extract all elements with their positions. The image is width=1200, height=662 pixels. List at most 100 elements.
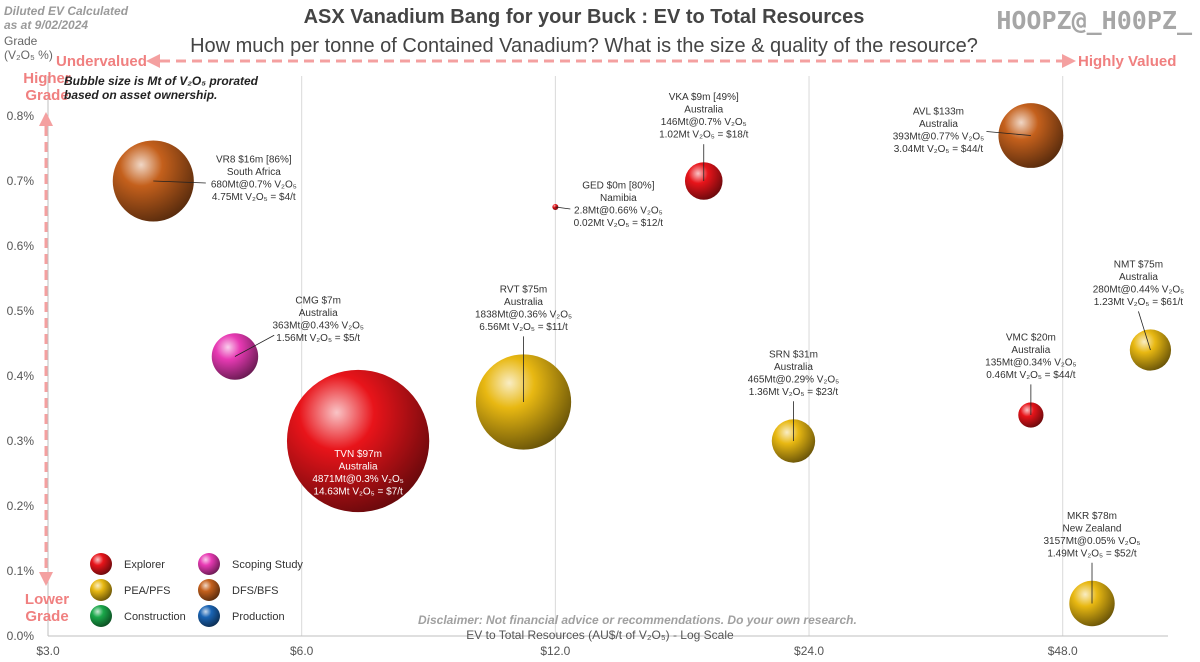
label-cmg-line-1: CMG $7m — [295, 295, 341, 306]
label-mkr-line-1: MKR $78m — [1067, 511, 1117, 522]
label-ged-line-3: 2.8Mt@0.66% V₂O₅ — [574, 205, 663, 216]
legend-marker-explorer — [90, 553, 112, 575]
label-cmg-line-2: Australia — [299, 308, 338, 319]
label-vka: VKA $9m [49%] Australia 146Mt@0.7% V₂O₅ 1.0… — [659, 92, 749, 141]
legend-marker-dfs — [198, 579, 220, 601]
label-tvn: TVN $97m Australia 4871Mt@0.3% V₂O₅ 14.63Mt… — [312, 449, 403, 498]
label-srn-line-4: 1.36Mt V₂O₅ = $23/t — [749, 387, 839, 398]
legend-label-dfs: DFS/BFS — [232, 585, 278, 597]
chart-title: ASX Vanadium Bang for your Buck : EV to … — [303, 6, 865, 28]
label-avl-line-3: 393Mt@0.77% V₂O₅ — [893, 131, 984, 142]
label-nmt: NMT $75m Australia 280Mt@0.44% V₂O₅ 1.23Mt … — [1093, 259, 1184, 308]
label-nmt-line-1: NMT $75m — [1114, 259, 1163, 270]
label-rvt-line-4: 6.56Mt V₂O₅ = $11/t — [479, 322, 568, 333]
legend-marker-construction — [90, 605, 112, 627]
label-srn-line-1: SRN $31m — [769, 349, 818, 360]
chart-subtitle: How much per tonne of Contained Vanadium… — [190, 35, 978, 57]
leader-line-vr8 — [153, 180, 206, 184]
label-tvn-line-2: Australia — [339, 462, 378, 473]
label-rvt: RVT $75m Australia 1838Mt@0.36% V₂O₅ 6.56Mt… — [475, 284, 572, 333]
highly-valued-label: Highly Valued — [1078, 53, 1177, 70]
bubble-note-line1: Bubble size is Mt of V₂O₅ prorated — [64, 74, 259, 88]
legend-label-production: Production — [232, 611, 285, 623]
y-tick-label-5: 0.5% — [7, 304, 35, 318]
ev-note-line1: Diluted EV Calculated — [4, 4, 129, 18]
y-tick-label-2: 0.2% — [7, 499, 35, 513]
legend: Explorer Scoping Study PEA/PFS DFS/BFS Const… — [90, 553, 303, 627]
y-axis-label: Grade (V₂O₅ %) — [4, 34, 53, 62]
label-vr8: VR8 $16m [86%] South Africa 680Mt@0.7% V₂O… — [211, 154, 297, 203]
y-tick-label-3: 0.3% — [7, 434, 35, 448]
label-vmc-line-4: 0.46Mt V₂O₅ = $44/t — [986, 370, 1076, 381]
undervalued-label: Undervalued — [56, 53, 147, 70]
higher-grade-word: Grade — [25, 87, 69, 104]
label-vr8-line-1: VR8 $16m [86%] — [216, 154, 292, 165]
disclaimer: Disclaimer: Not financial advice or reco… — [418, 613, 857, 627]
label-vmc-line-2: Australia — [1011, 345, 1050, 356]
arrow-head-left — [146, 54, 160, 68]
bubble-size-note: Bubble size is Mt of V₂O₅ prorated based… — [64, 74, 284, 102]
bubble-labels: VR8 $16m [86%] South Africa 680Mt@0.7% V₂O… — [153, 92, 1184, 604]
y-tick-label-4: 0.4% — [7, 369, 35, 383]
higher-grade-label: Higher Grade — [20, 70, 74, 104]
label-vr8-line-3: 680Mt@0.7% V₂O₅ — [211, 179, 297, 190]
label-srn: SRN $31m Australia 465Mt@0.29% V₂O₅ 1.36Mt … — [748, 349, 839, 398]
legend-label-scoping: Scoping Study — [232, 559, 303, 571]
label-nmt-line-2: Australia — [1119, 272, 1158, 283]
label-mkr-line-2: New Zealand — [1063, 523, 1122, 534]
label-ged: GED $0m [80%] Namibia 2.8Mt@0.66% V₂O₅ 0.02… — [574, 180, 664, 229]
label-vmc: VMC $20m Australia 135Mt@0.34% V₂O₅ 0.46Mt … — [985, 332, 1076, 381]
lower-label: Lower — [24, 591, 70, 608]
value-arrows — [39, 54, 1076, 586]
label-srn-line-3: 465Mt@0.29% V₂O₅ — [748, 374, 839, 385]
leader-line-avl — [986, 131, 1031, 136]
y-axis-label-line1: Grade — [4, 34, 38, 48]
lower-grade-label: Lower Grade — [20, 591, 74, 625]
axes: $3.0 $6.0 $12.0 $24.0 $48.0 0.0% 0.1% 0.2% 0.3% 0… — [7, 76, 1168, 658]
y-tick-label-7: 0.7% — [7, 174, 35, 188]
label-mkr-line-4: 1.49Mt V₂O₅ = $52/t — [1047, 548, 1137, 559]
y-tick-label-8: 0.8% — [7, 109, 35, 123]
label-cmg-line-3: 363Mt@0.43% V₂O₅ — [272, 320, 363, 331]
label-vmc-line-3: 135Mt@0.34% V₂O₅ — [985, 357, 1076, 368]
label-vka-line-1: VKA $9m [49%] — [669, 92, 739, 103]
label-mkr-line-3: 3157Mt@0.05% V₂O₅ — [1044, 536, 1141, 547]
label-rvt-line-3: 1838Mt@0.36% V₂O₅ — [475, 309, 572, 320]
arrow-head-up — [39, 112, 53, 126]
leader-line-ged — [555, 206, 571, 210]
label-tvn-line-1: TVN $97m — [334, 449, 382, 460]
label-tvn-line-3: 4871Mt@0.3% V₂O₅ — [312, 474, 403, 485]
label-avl-line-1: AVL $133m — [913, 106, 964, 117]
legend-label-explorer: Explorer — [124, 559, 165, 571]
y-tick-label-0: 0.0% — [7, 629, 35, 643]
leader-line-cmg — [234, 334, 275, 357]
legend-label-pea: PEA/PFS — [124, 585, 170, 597]
x-axis-label: EV to Total Resources (AU$/t of V₂O₅) - … — [466, 628, 734, 642]
label-rvt-line-2: Australia — [504, 297, 543, 308]
x-tick-label-1: $6.0 — [290, 644, 314, 658]
label-vmc-line-1: VMC $20m — [1006, 332, 1056, 343]
higher-label: Higher — [23, 70, 71, 87]
label-mkr: MKR $78m New Zealand 3157Mt@0.05% V₂O₅ 1.49… — [1044, 511, 1141, 560]
label-nmt-line-3: 280Mt@0.44% V₂O₅ — [1093, 284, 1184, 295]
legend-marker-scoping — [198, 553, 220, 575]
y-tick-label-1: 0.1% — [7, 564, 35, 578]
label-nmt-line-4: 1.23Mt V₂O₅ = $61/t — [1094, 297, 1184, 308]
label-ged-line-2: Namibia — [600, 193, 637, 204]
label-vr8-line-2: South Africa — [227, 167, 281, 178]
label-avl-line-4: 3.04Mt V₂O₅ = $44/t — [894, 144, 984, 155]
x-tick-label-2: $12.0 — [540, 644, 570, 658]
leader-line-nmt — [1138, 311, 1151, 351]
x-tick-label-3: $24.0 — [794, 644, 824, 658]
label-vka-line-4: 1.02Mt V₂O₅ = $18/t — [659, 130, 749, 141]
legend-marker-production — [198, 605, 220, 627]
label-srn-line-2: Australia — [774, 362, 813, 373]
legend-label-construction: Construction — [124, 611, 186, 623]
label-tvn-line-4: 14.63Mt V₂O₅ = $7/t — [313, 487, 403, 498]
arrow-head-down — [39, 572, 53, 586]
x-tick-label-4: $48.0 — [1048, 644, 1078, 658]
y-tick-label-6: 0.6% — [7, 239, 35, 253]
ev-date-note: Diluted EV Calculated as at 9/02/2024 — [4, 4, 144, 32]
label-vka-line-2: Australia — [684, 105, 723, 116]
arrow-head-right — [1062, 54, 1076, 68]
